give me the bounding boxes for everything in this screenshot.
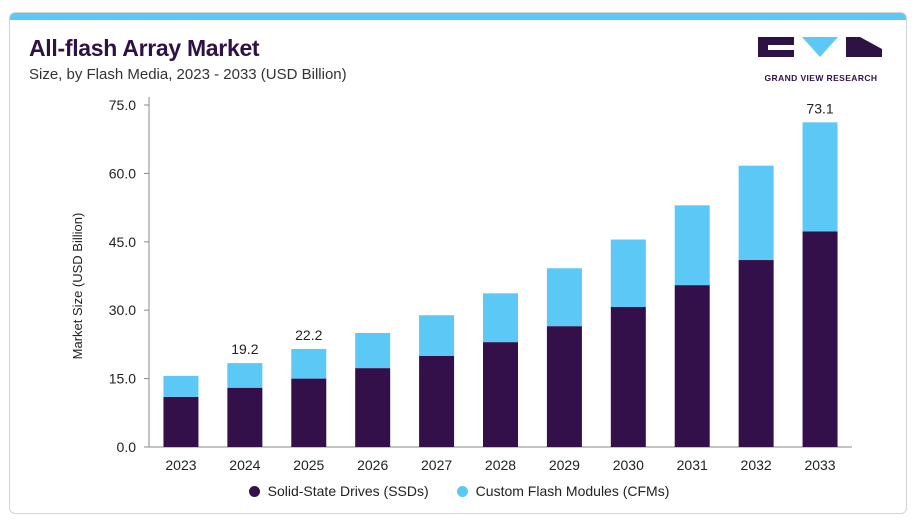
bar-cfm-2031	[674, 205, 710, 286]
legend-label-cfm: Custom Flash Modules (CFMs)	[475, 483, 670, 499]
bar-ssd-2029	[546, 326, 582, 447]
chart-subtitle: Size, by Flash Media, 2023 - 2033 (USD B…	[29, 66, 347, 83]
y-tick-label: 60.0	[109, 165, 136, 181]
bar-ssd-2023	[163, 396, 199, 447]
bar-cfm-2032	[738, 165, 774, 261]
x-tick-label: 2030	[613, 457, 644, 473]
accent-bar	[10, 13, 906, 20]
legend-swatch-ssd	[248, 485, 260, 497]
bar-ssd-2024	[227, 387, 263, 447]
bar-ssd-2027	[419, 355, 455, 447]
legend-item-ssd: Solid-State Drives (SSDs)	[248, 483, 429, 499]
data-label-2025: 22.2	[295, 327, 322, 343]
bar-ssd-2026	[355, 368, 391, 447]
y-axis-label: Market Size (USD Billion)	[70, 213, 85, 360]
chart-card: All-flash Array Market Size, by Flash Me…	[9, 12, 907, 514]
y-tick-label: 30.0	[109, 302, 136, 318]
legend-label-ssd: Solid-State Drives (SSDs)	[267, 483, 429, 499]
bar-cfm-2029	[546, 268, 582, 327]
x-tick-label: 2026	[357, 457, 388, 473]
bar-ssd-2025	[291, 378, 327, 447]
logo-mark-icon	[758, 37, 882, 57]
bar-ssd-2033	[802, 231, 838, 447]
bar-cfm-2025	[291, 348, 327, 379]
bar-ssd-2032	[738, 260, 774, 447]
legend: Solid-State Drives (SSDs) Custom Flash M…	[10, 483, 906, 499]
y-tick-label: 15.0	[109, 371, 136, 387]
x-tick-label: 2027	[421, 457, 452, 473]
bar-cfm-2033	[802, 122, 838, 232]
bar-cfm-2028	[483, 293, 518, 343]
bar-cfm-2026	[355, 333, 391, 369]
x-tick-label: 2028	[485, 457, 516, 473]
chart-title: All-flash Array Market	[29, 35, 260, 61]
x-tick-label: 2023	[165, 457, 196, 473]
x-tick-label: 2024	[229, 457, 260, 473]
bar-cfm-2027	[419, 315, 455, 356]
bar-chart: 0.0 15.0 30.0 45.0 60.0 75.0 Market Size (USD …	[70, 97, 852, 473]
data-label-2033: 73.1	[806, 100, 833, 116]
y-tick-label: 0.0	[117, 439, 137, 455]
bar-cfm-2030	[610, 239, 646, 308]
y-tick-label: 45.0	[109, 234, 136, 250]
legend-item-cfm: Custom Flash Modules (CFMs)	[456, 483, 670, 499]
data-label-2024: 19.2	[231, 341, 258, 357]
grand-view-research-logo: GRAND VIEW RESEARCH	[756, 35, 886, 85]
bar-ssd-2030	[610, 307, 646, 447]
x-tick-label: 2032	[741, 457, 772, 473]
bar-cfm-2023	[163, 375, 199, 397]
x-tick-label: 2033	[804, 457, 835, 473]
legend-swatch-cfm	[456, 485, 468, 497]
x-tick-label: 2025	[293, 457, 324, 473]
bar-ssd-2028	[483, 342, 518, 447]
bar-cfm-2024	[227, 363, 263, 388]
y-tick-label: 75.0	[109, 97, 136, 113]
logo-text: GRAND VIEW RESEARCH	[764, 73, 878, 83]
x-tick-label: 2029	[549, 457, 580, 473]
x-tick-label: 2031	[677, 457, 708, 473]
bar-ssd-2031	[674, 285, 710, 447]
